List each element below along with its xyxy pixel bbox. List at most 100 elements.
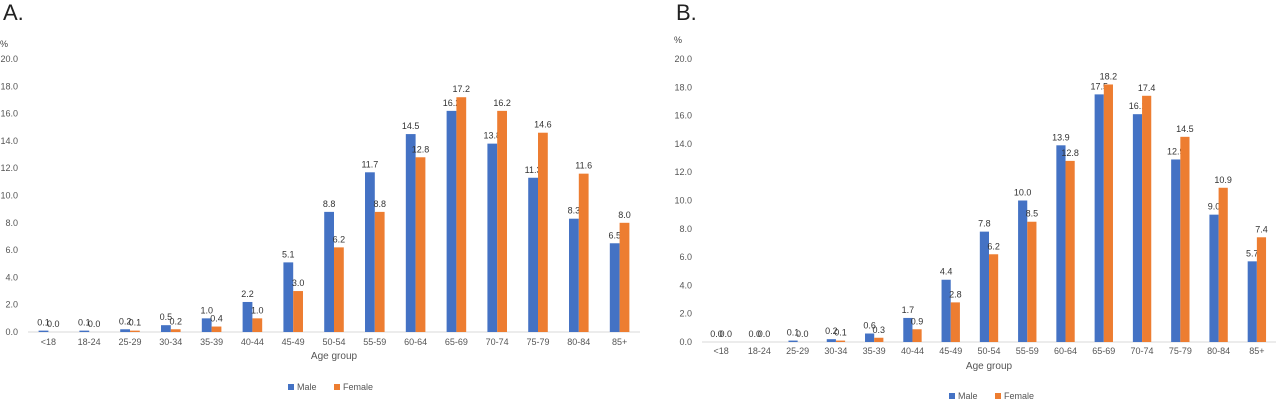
data-label: 9.0 — [1208, 202, 1221, 212]
data-label: 0.0 — [758, 329, 771, 339]
x-tick-label: 85+ — [1249, 346, 1264, 356]
x-tick-label: 50-54 — [322, 337, 345, 347]
y-tick-label: 8.0 — [5, 218, 18, 228]
data-label: 12.9 — [1167, 146, 1185, 156]
legend-label-female: Female — [1004, 391, 1034, 401]
legend-label-male: Male — [958, 391, 978, 401]
data-label: 8.8 — [373, 199, 386, 209]
bar-male — [201, 318, 212, 332]
bar-female — [1180, 136, 1190, 342]
bar-male — [1209, 214, 1219, 342]
bar-female — [912, 329, 922, 342]
data-label: 4.4 — [940, 267, 953, 277]
y-tick-label: 0.0 — [679, 337, 692, 347]
data-label: 0.1 — [129, 318, 142, 328]
y-tick-label: 6.0 — [5, 245, 18, 255]
bar-female — [538, 132, 548, 332]
data-label: 6.2 — [987, 241, 1000, 251]
legend-swatch-male — [288, 384, 294, 390]
legend-swatch-female — [995, 393, 1001, 399]
bar-male — [405, 134, 416, 332]
data-label: 0.0 — [47, 319, 60, 329]
bar-male — [161, 325, 171, 332]
x-tick-label: 55-59 — [363, 337, 386, 347]
data-label: 14.6 — [534, 120, 552, 130]
bar-female — [1065, 160, 1075, 342]
data-label: 0.0 — [719, 329, 732, 339]
bar-male — [38, 330, 49, 332]
y-tick-label: 18.0 — [0, 81, 18, 91]
bar-male — [1247, 261, 1257, 342]
bar-male — [865, 333, 875, 342]
bar-female — [1103, 84, 1113, 342]
x-tick-label: 45-49 — [939, 346, 962, 356]
bar-male — [788, 340, 798, 342]
data-label: 0.0 — [749, 329, 762, 339]
x-tick-label: <18 — [713, 346, 728, 356]
bar-female — [1142, 95, 1152, 342]
data-label: 12.8 — [412, 144, 430, 154]
data-label: 11.3 — [525, 165, 542, 175]
bar-male — [609, 243, 620, 332]
bar-male — [1094, 94, 1104, 343]
bar-female — [374, 211, 385, 332]
data-label: 8.8 — [323, 199, 336, 209]
bar-male — [569, 218, 579, 332]
bar-male — [903, 317, 913, 342]
x-tick-label: 40-44 — [241, 337, 264, 347]
bar-female — [835, 340, 846, 342]
data-label: 0.0 — [88, 319, 101, 329]
x-tick-label: 80-84 — [1207, 346, 1230, 356]
data-label: 0.2 — [119, 316, 132, 326]
x-tick-label: 70-74 — [486, 337, 509, 347]
data-label: 2.2 — [241, 289, 254, 299]
y-tick-label: 14.0 — [674, 139, 692, 149]
data-label: 3.0 — [292, 278, 305, 288]
y-tick-label: 2.0 — [5, 300, 18, 310]
y-tick-label: 18.0 — [674, 82, 692, 92]
data-label: 11.6 — [575, 161, 592, 171]
x-tick-label: 35-39 — [200, 337, 223, 347]
y-tick-label: 10.0 — [0, 191, 18, 201]
bar-female — [989, 254, 999, 342]
bar-female — [170, 329, 181, 332]
bar-female — [950, 302, 960, 342]
bar-male — [446, 110, 457, 333]
bar-female — [619, 222, 630, 332]
data-label: 0.1 — [37, 318, 50, 328]
y-tick-label: 4.0 — [679, 280, 692, 290]
bar-male — [941, 279, 951, 342]
data-label: 7.8 — [978, 219, 991, 229]
y-tick-label: 20.0 — [0, 54, 18, 64]
bar-female — [293, 291, 303, 332]
legend-label-female: Female — [343, 382, 373, 392]
data-label: 11.7 — [361, 159, 378, 169]
bar-male — [120, 329, 130, 332]
legend-label-male: Male — [297, 382, 317, 392]
x-tick-label: 30-34 — [824, 346, 847, 356]
y-tick-label: 0.0 — [5, 327, 18, 337]
x-tick-label: <18 — [41, 337, 56, 347]
bar-female — [130, 330, 140, 332]
y-tick-label: 14.0 — [0, 136, 18, 146]
y-tick-label: 12.0 — [674, 167, 692, 177]
data-label: 14.5 — [1176, 124, 1194, 134]
data-label: 0.4 — [210, 314, 223, 324]
bar-female — [456, 97, 467, 332]
data-label: 12.8 — [1061, 148, 1079, 158]
data-label: 5.1 — [282, 249, 295, 259]
y-tick-label: 12.0 — [0, 163, 18, 173]
bar-male — [1018, 200, 1028, 342]
data-label: 6.2 — [333, 234, 346, 244]
data-label: 0.0 — [710, 329, 723, 339]
bar-male — [826, 339, 836, 342]
y-tick-label: 6.0 — [679, 252, 692, 262]
bar-female — [415, 157, 426, 332]
x-tick-label: 70-74 — [1131, 346, 1154, 356]
data-label: 0.2 — [825, 326, 838, 336]
bar-female — [1027, 221, 1037, 342]
y-tick-label: 20.0 — [674, 54, 692, 64]
y-tick-label: 10.0 — [674, 196, 692, 206]
bar-female — [334, 247, 344, 332]
data-label: 13.9 — [1052, 132, 1070, 142]
